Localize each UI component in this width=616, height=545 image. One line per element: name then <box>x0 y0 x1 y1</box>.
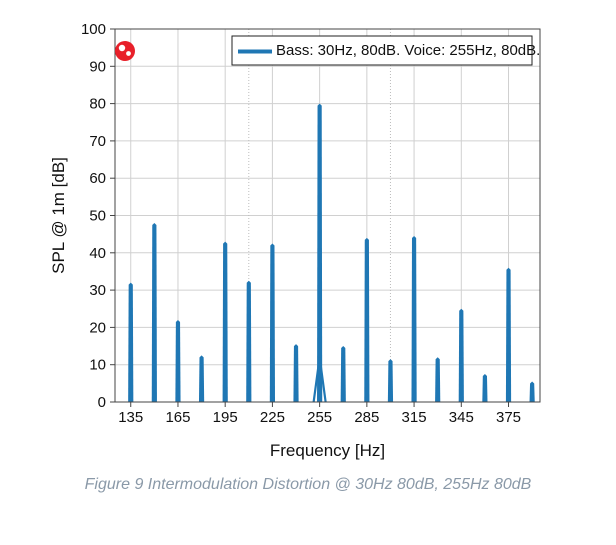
y-tick-label: 90 <box>89 58 106 75</box>
y-axis-title: SPL @ 1m [dB] <box>49 157 68 274</box>
spectral-line <box>151 222 157 402</box>
x-tick-label: 165 <box>165 409 190 426</box>
spectral-line <box>269 243 276 402</box>
y-tick-label: 70 <box>89 133 106 150</box>
figure-caption: Figure 9 Intermodulation Distortion @ 30… <box>84 476 532 493</box>
spectral-line <box>246 280 252 402</box>
x-tick-label: 255 <box>307 409 332 426</box>
spectral-line <box>364 237 370 402</box>
x-tick-label: 225 <box>260 409 285 426</box>
x-tick-label: 315 <box>402 409 427 426</box>
y-tick-label: 80 <box>89 96 106 113</box>
spectral-line <box>482 374 488 402</box>
legend: Bass: 30Hz, 80dB. Voice: 255Hz, 80dB. <box>231 35 540 66</box>
y-axis-ticks: 0 10 20 30 40 50 60 70 80 90 100 <box>81 21 115 411</box>
spectral-line <box>198 355 205 402</box>
y-tick-label: 100 <box>81 21 106 38</box>
spectral-lines <box>128 103 535 403</box>
spectral-line <box>317 103 323 402</box>
legend-label: Bass: 30Hz, 80dB. Voice: 255Hz, 80dB. <box>276 42 540 59</box>
spectral-line <box>222 241 228 402</box>
peak-base-flare <box>312 357 327 403</box>
y-tick-label: 0 <box>98 394 106 411</box>
spectral-line <box>458 308 464 402</box>
spectral-line <box>340 346 346 402</box>
y-tick-label: 60 <box>89 170 106 187</box>
x-tick-label: 375 <box>496 409 521 426</box>
spectral-line <box>529 381 535 402</box>
legend-box <box>231 35 533 66</box>
x-tick-label: 195 <box>213 409 238 426</box>
x-tick-label: 285 <box>354 409 379 426</box>
y-tick-label: 30 <box>89 282 106 299</box>
x-axis-ticks: 135 165 195 225 255 285 315 345 375 <box>118 402 521 426</box>
x-tick-label: 345 <box>449 409 474 426</box>
y-tick-label: 20 <box>89 319 106 336</box>
y-tick-label: 40 <box>89 245 106 262</box>
spectral-line <box>387 359 394 402</box>
spectral-line <box>128 282 134 402</box>
x-tick-label: 135 <box>118 409 143 426</box>
spectral-line <box>411 236 417 402</box>
x-axis-title: Frequency [Hz] <box>270 441 385 460</box>
dotted-reference-lines <box>248 29 391 402</box>
brand-logo-icon <box>115 41 135 61</box>
y-tick-label: 50 <box>89 208 106 225</box>
spectral-line <box>435 357 441 402</box>
spectral-line <box>293 344 299 402</box>
spectral-line <box>505 267 512 402</box>
y-tick-label: 10 <box>89 357 106 374</box>
spectral-line <box>175 319 181 402</box>
